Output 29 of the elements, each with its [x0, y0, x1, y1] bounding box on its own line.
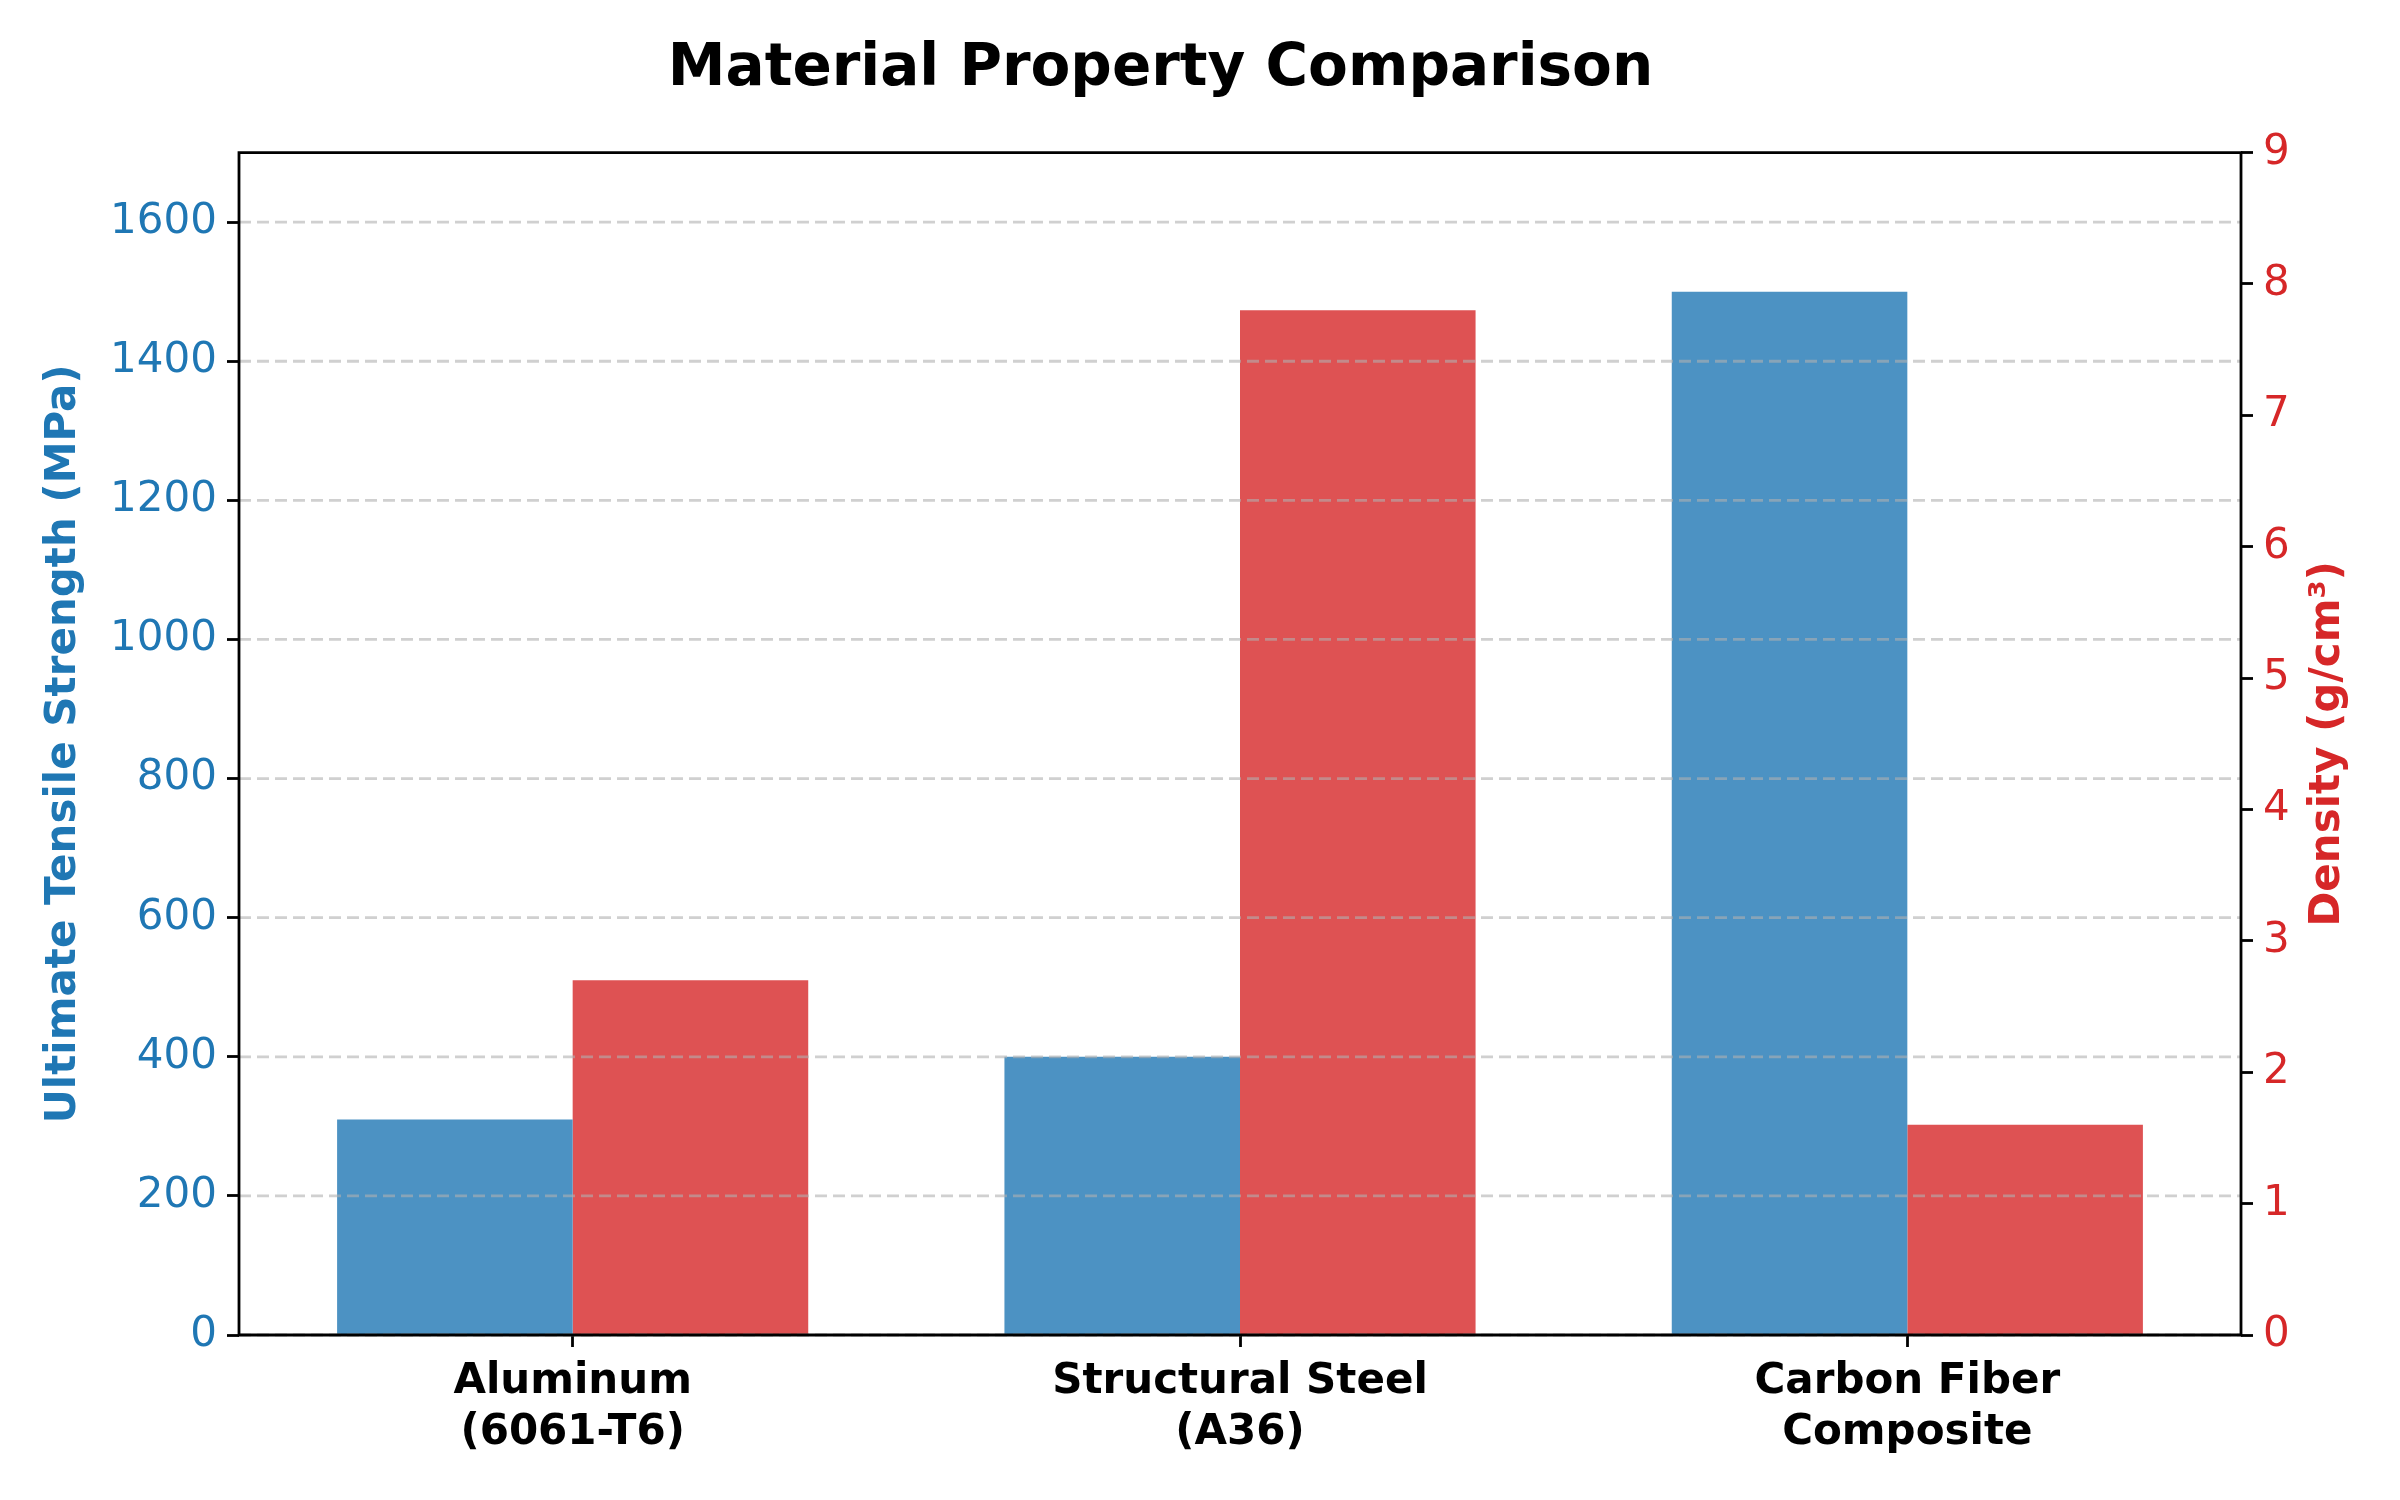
y-axis-title: Ultimate Tensile Strength (MPa) — [36, 364, 86, 1124]
y-tick-label: 0 — [190, 1306, 217, 1356]
x-tick-label: Aluminum (6061-T6) — [453, 1354, 692, 1454]
y2-tick-label: 3 — [2263, 912, 2290, 962]
y-tick-label: 1600 — [110, 194, 217, 244]
y-tick-label: 1000 — [110, 611, 217, 661]
y-tick-label: 1200 — [110, 472, 217, 522]
y2-axis-title: Density (g/cm³) — [2299, 561, 2349, 927]
bar — [1004, 1056, 1240, 1335]
y2-tick-label: 5 — [2263, 650, 2290, 700]
y2-tick-label: 8 — [2263, 255, 2290, 305]
chart-title: Material Property Comparison — [667, 30, 1654, 99]
y2-tick-label: 6 — [2263, 518, 2290, 568]
y2-tick-label: 1 — [2263, 1175, 2290, 1225]
bar — [1240, 310, 1476, 1335]
bar — [1907, 1124, 2143, 1335]
y2-tick-label: 0 — [2263, 1306, 2290, 1356]
y2-tick-label: 4 — [2263, 781, 2290, 831]
y-tick-label: 200 — [136, 1167, 217, 1217]
y2-tick-label: 7 — [2263, 387, 2290, 437]
y-tick-label: 1400 — [110, 333, 217, 383]
x-tick-label: Carbon Fiber Composite — [1754, 1354, 2061, 1454]
x-tick-label: Structural Steel (A36) — [1052, 1354, 1428, 1454]
bar — [1671, 291, 1908, 1335]
y-tick-label: 600 — [136, 889, 217, 939]
y-tick-label: 800 — [136, 750, 217, 800]
y2-tick-label: 9 — [2263, 124, 2290, 174]
y-tick-label: 400 — [136, 1028, 217, 1078]
y2-tick-label: 2 — [2263, 1044, 2290, 1094]
